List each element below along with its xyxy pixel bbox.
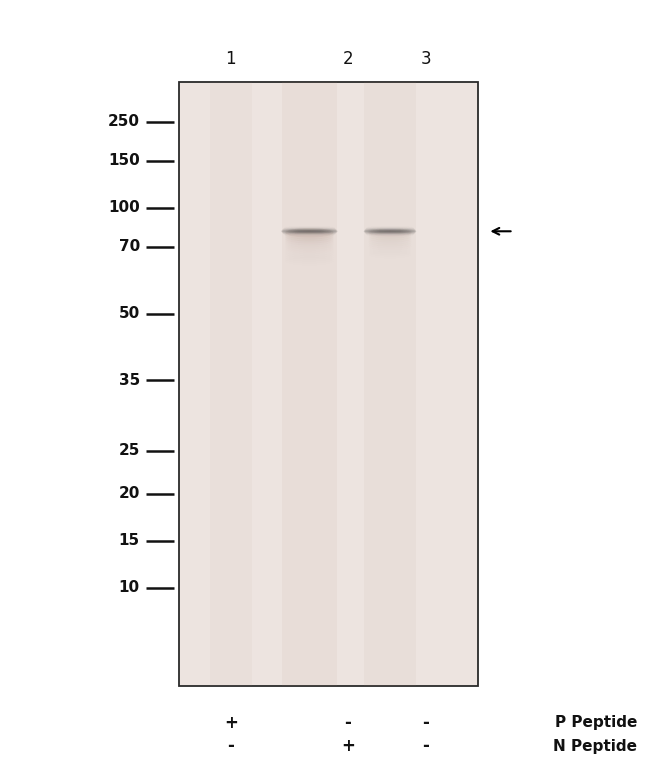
Text: +: + (224, 714, 238, 731)
Ellipse shape (364, 230, 416, 231)
Ellipse shape (365, 229, 415, 230)
Ellipse shape (365, 229, 415, 230)
Text: -: - (422, 738, 429, 755)
Ellipse shape (281, 231, 338, 232)
Ellipse shape (365, 232, 415, 233)
Ellipse shape (365, 233, 415, 234)
Ellipse shape (282, 233, 337, 234)
Bar (209, 82, 252, 686)
Ellipse shape (282, 233, 337, 234)
Text: 150: 150 (108, 153, 140, 169)
Text: 70: 70 (118, 239, 140, 255)
Ellipse shape (282, 229, 337, 230)
Ellipse shape (364, 231, 416, 233)
Ellipse shape (281, 231, 337, 232)
Ellipse shape (281, 232, 337, 233)
Text: +: + (341, 738, 355, 755)
Ellipse shape (364, 232, 416, 233)
Ellipse shape (281, 230, 338, 232)
Text: 3: 3 (421, 50, 431, 67)
Ellipse shape (282, 229, 337, 230)
Ellipse shape (283, 229, 336, 230)
Ellipse shape (281, 231, 337, 233)
Ellipse shape (369, 231, 411, 239)
Ellipse shape (364, 231, 416, 232)
Bar (364, 82, 416, 686)
Text: 20: 20 (118, 486, 140, 502)
Ellipse shape (281, 230, 337, 231)
Ellipse shape (364, 230, 416, 231)
Ellipse shape (365, 233, 415, 234)
Text: 2: 2 (343, 50, 353, 67)
Ellipse shape (285, 232, 333, 241)
Text: 250: 250 (108, 114, 140, 129)
Bar (179, 82, 478, 686)
Ellipse shape (281, 230, 338, 231)
Ellipse shape (365, 233, 415, 234)
Text: -: - (344, 714, 351, 731)
Text: 25: 25 (118, 443, 140, 459)
Ellipse shape (285, 228, 333, 238)
Text: 35: 35 (118, 372, 140, 388)
Text: 100: 100 (108, 200, 140, 216)
Ellipse shape (369, 229, 411, 237)
Ellipse shape (365, 228, 415, 229)
Bar (281, 82, 337, 686)
Ellipse shape (363, 230, 417, 232)
Text: -: - (422, 714, 429, 731)
Ellipse shape (282, 232, 337, 233)
Ellipse shape (363, 231, 417, 232)
Text: -: - (227, 738, 234, 755)
Text: 1: 1 (226, 50, 236, 67)
Ellipse shape (283, 233, 336, 234)
Text: 15: 15 (118, 533, 140, 549)
Ellipse shape (283, 228, 336, 229)
Ellipse shape (283, 228, 336, 229)
Text: 10: 10 (118, 580, 140, 596)
Ellipse shape (365, 229, 415, 230)
Text: N Peptide: N Peptide (553, 739, 637, 754)
Text: 50: 50 (118, 306, 140, 321)
Ellipse shape (281, 230, 337, 231)
Ellipse shape (363, 230, 417, 231)
Ellipse shape (285, 230, 333, 240)
Text: P Peptide: P Peptide (554, 715, 637, 731)
Ellipse shape (365, 228, 415, 229)
